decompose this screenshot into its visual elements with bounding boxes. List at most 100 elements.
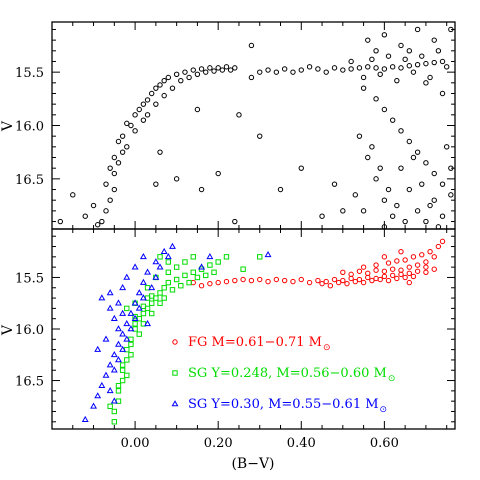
top-point [281,66,288,72]
bottom-point [111,419,118,425]
top-point [128,122,134,129]
bottom-point [207,280,213,287]
top-point [82,213,88,219]
bottom-point [132,313,138,320]
bottom-point [223,278,230,285]
bottom-point [331,276,338,283]
top-point [149,90,155,97]
bottom-point [206,253,214,260]
top-point [448,26,454,33]
top-point [348,66,354,72]
top-point [356,65,363,71]
top-point [377,165,383,171]
bottom-xtick-label: 0.40 [287,436,316,451]
top-ytick-label: 15.5 [15,66,44,81]
bottom-point [402,257,408,263]
bottom-point [406,264,412,270]
top-point [398,42,404,49]
top-point [227,67,234,73]
top-point [248,42,255,49]
bottom-point [182,259,188,265]
bottom-point [360,279,367,286]
bottom-point [186,279,192,286]
bottom-point [340,269,346,275]
bottom-point [110,366,118,373]
bottom-point [110,350,118,358]
bottom-point [119,377,126,384]
top-point [439,181,446,187]
bottom-panel: V (B−V) 15.5 16.0 16.5 0.00 0.20 0.40 0.60 FG … [0,228,456,472]
bottom-point [128,352,134,358]
top-point [414,26,421,33]
bottom-point [352,278,358,285]
top-point [419,53,425,59]
bottom-point [419,252,425,258]
bottom-point [149,310,155,317]
bottom-point [144,268,152,275]
top-points [57,26,454,230]
bottom-point [344,280,350,287]
bottom-point [248,277,255,284]
top-point [414,208,421,214]
bottom-point [160,247,168,254]
bottom-point [90,402,98,409]
bottom-point [98,294,106,301]
top-point [406,48,412,54]
top-point [394,202,400,209]
bottom-point [115,356,122,363]
top-point [70,192,76,198]
bottom-point [119,330,127,337]
top-point [165,74,172,81]
top-point [431,59,437,66]
top-point [99,218,105,225]
top-point [157,149,163,155]
bottom-point [152,258,160,265]
top-point [232,65,238,71]
bottom-point [410,273,417,280]
bottom-point [81,415,89,423]
top-point [194,71,201,77]
top-point [402,218,408,225]
bottom-point [165,259,172,265]
bottom-xtick-label: 0.20 [204,436,233,451]
top-point [136,106,142,113]
bottom-point [115,388,122,394]
top-point [315,66,321,72]
top-point [90,202,97,209]
bottom-point [102,371,110,378]
top-point [377,71,383,77]
top-point [186,74,192,81]
bottom-point [319,280,325,287]
bottom-point [377,276,383,283]
bottom-point [110,314,118,321]
bottom-point [373,262,379,268]
top-point [277,186,284,193]
bottom-point [94,392,102,399]
top-point [103,181,109,187]
top-point [248,74,255,81]
bottom-point [198,283,205,289]
top-point [140,117,147,123]
bottom-point [240,276,246,283]
top-point [107,197,113,203]
bottom-point [427,248,433,255]
top-point [331,65,338,71]
top-point [423,80,429,86]
bottom-point [232,277,238,284]
bottom-point [148,283,156,291]
top-point [373,176,379,182]
top-point [423,60,429,67]
top-point [340,208,346,214]
top-point [365,154,371,161]
bottom-point [369,277,375,284]
bottom-point [398,267,404,273]
bottom-point [156,263,164,270]
bottom-point [178,283,184,289]
bottom-point [106,304,114,311]
bottom-point [211,269,217,275]
bottom-point [360,264,367,270]
top-point [95,222,101,228]
top-point [431,37,437,43]
top-point [198,66,205,72]
bottom-point [132,321,138,327]
